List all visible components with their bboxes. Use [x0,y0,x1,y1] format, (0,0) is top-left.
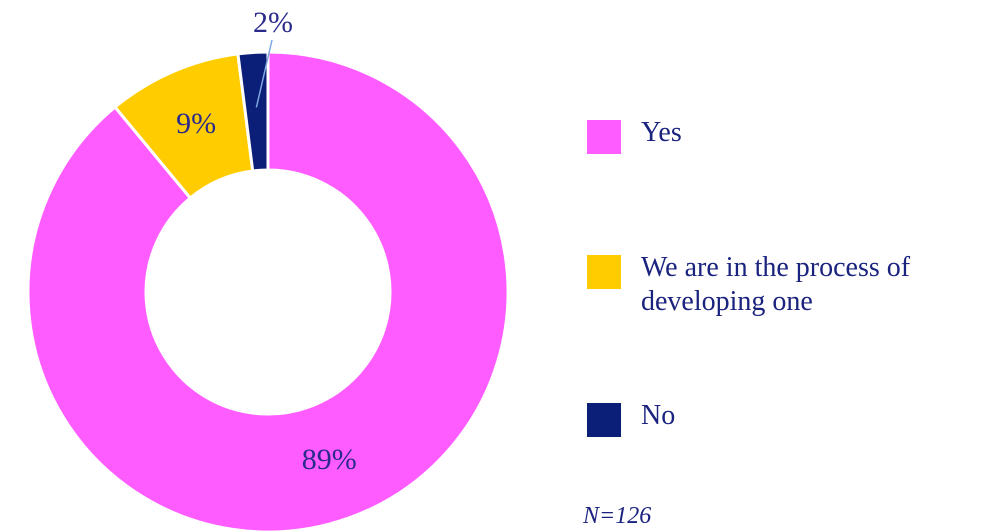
slice [236,50,270,173]
leader-line [255,39,273,108]
legend-item: Yes [587,116,941,154]
legend-label: We are in the process of developing one [641,252,911,317]
legend-label: Yes [641,117,682,148]
legend-item: No [587,399,941,437]
data-label: 89% [302,443,357,476]
legend-swatch [587,255,621,289]
annotation: N=126 [583,503,652,529]
legend-swatch [587,120,621,154]
legend-item: We are in the process of developing one [587,251,941,319]
slice [26,50,510,532]
data-label: 2% [253,6,293,39]
legend-label: No [641,400,676,431]
legend-swatch [587,403,621,437]
data-label: 9% [176,107,216,140]
